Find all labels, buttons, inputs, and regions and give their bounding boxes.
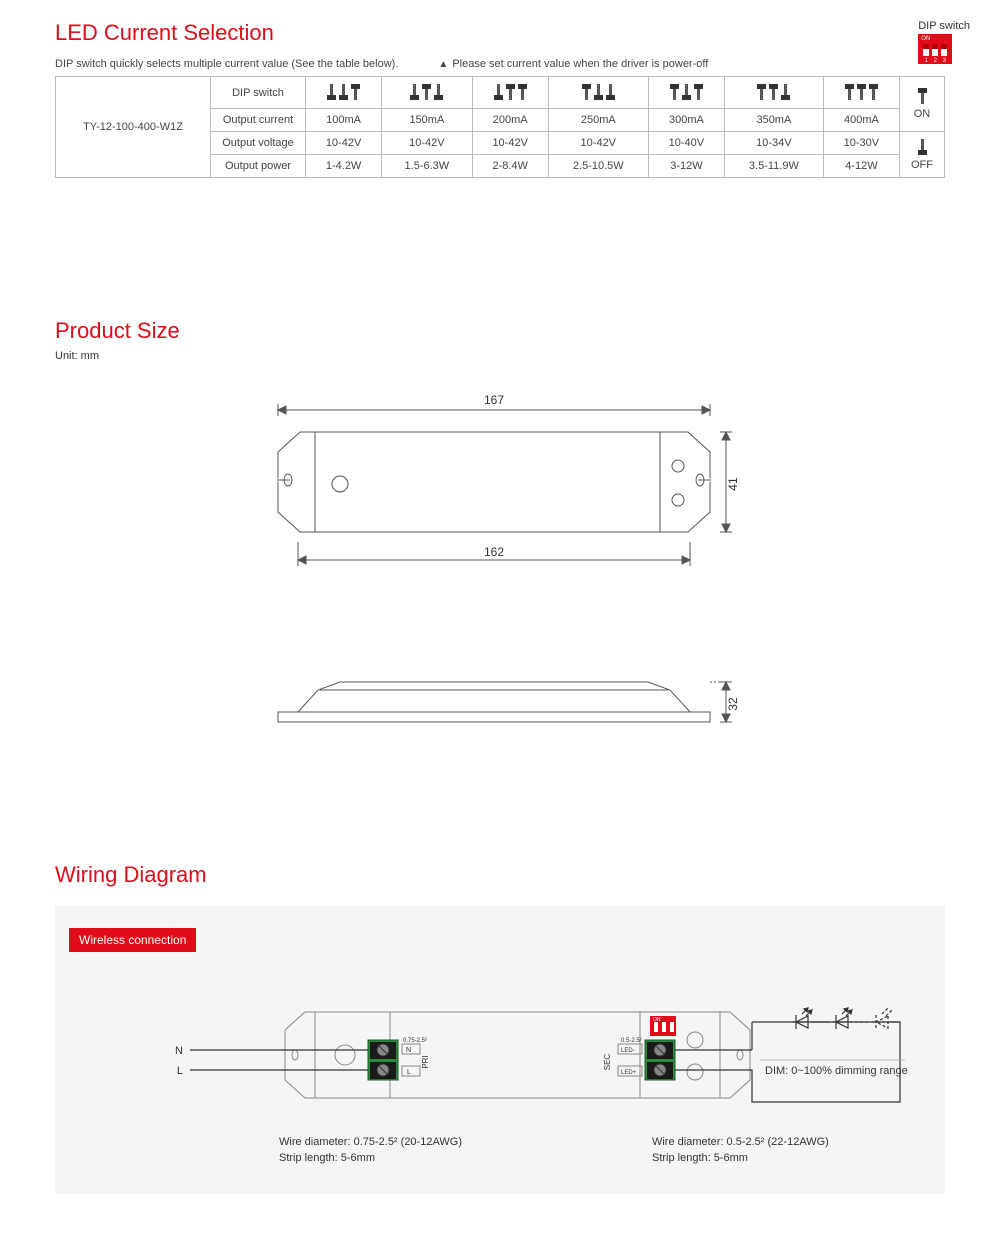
current-cell: 400mA — [823, 109, 899, 132]
dip-cell — [548, 77, 648, 109]
dip-red-box: ON 123 — [918, 34, 952, 64]
pri-strip-length: Strip length: 5-6mm — [279, 1152, 462, 1164]
svg-text:N: N — [175, 1045, 183, 1057]
dip-legend-label: DIP switch — [918, 20, 970, 32]
svg-text:0.5-2.5²: 0.5-2.5² — [621, 1038, 642, 1044]
current-cell: 200mA — [472, 109, 548, 132]
legend-on: ON — [900, 77, 945, 132]
svg-text:DIM: 0~100% dimming range: DIM: 0~100% dimming range — [765, 1065, 908, 1077]
svg-text:N: N — [406, 1047, 411, 1054]
sec-strip-length: Strip length: 5-6mm — [652, 1152, 829, 1164]
sec-wire-diameter: Wire diameter: 0.5-2.5² (22-12AWG) — [652, 1136, 829, 1148]
dip-cell — [648, 77, 724, 109]
model-cell: TY-12-100-400-W1Z — [56, 77, 211, 178]
power-cell: 2-8.4W — [472, 155, 548, 178]
svg-text:SEC: SEC — [603, 1054, 612, 1071]
current-cell: 100mA — [306, 109, 382, 132]
current-cell: 300mA — [648, 109, 724, 132]
dip-cell — [472, 77, 548, 109]
product-size-drawings: 167 162 41 32 — [55, 392, 945, 742]
current-cell: 250mA — [548, 109, 648, 132]
voltage-cell: 10-42V — [306, 132, 382, 155]
row-voltage-label: Output voltage — [211, 132, 306, 155]
top-view-svg: 167 162 41 — [240, 392, 760, 582]
product-size-unit: Unit: mm — [55, 350, 945, 362]
row-dip-label: DIP switch — [211, 77, 306, 109]
dip-table: TY-12-100-400-W1ZDIP switch ON Output curr… — [55, 76, 945, 178]
svg-text:0.75-2.5²: 0.75-2.5² — [403, 1038, 427, 1044]
dip-cell — [724, 77, 823, 109]
dip-cell — [823, 77, 899, 109]
power-cell: 3.5-11.9W — [724, 155, 823, 178]
power-cell: 1-4.2W — [306, 155, 382, 178]
svg-text:L: L — [177, 1065, 183, 1077]
row-current-label: Output current — [211, 109, 306, 132]
svg-text:LED-: LED- — [621, 1048, 635, 1054]
section-wiring-title: Wiring Diagram — [55, 862, 945, 888]
svg-text:ON: ON — [653, 1017, 661, 1023]
wiring-panel: Wireless connection ON — [55, 906, 945, 1194]
dip-warning: Please set current value when the driver… — [438, 58, 708, 70]
wire-notes: Wire diameter: 0.75-2.5² (20-12AWG) Stri… — [279, 1136, 931, 1164]
svg-text:L: L — [407, 1069, 411, 1076]
svg-text:32: 32 — [726, 697, 740, 711]
voltage-cell: 10-42V — [382, 132, 473, 155]
row-power-label: Output power — [211, 155, 306, 178]
section-led-current-title: LED Current Selection — [55, 20, 945, 46]
power-cell: 1.5-6.3W — [382, 155, 473, 178]
power-cell: 4-12W — [823, 155, 899, 178]
current-cell: 150mA — [382, 109, 473, 132]
section-product-size-title: Product Size — [55, 318, 945, 344]
dip-note: DIP switch quickly selects multiple curr… — [55, 58, 398, 70]
svg-text:PRI: PRI — [421, 1055, 430, 1068]
power-cell: 2.5-10.5W — [548, 155, 648, 178]
wireless-tag: Wireless connection — [69, 928, 196, 952]
voltage-cell: 10-42V — [472, 132, 548, 155]
pri-wire-diameter: Wire diameter: 0.75-2.5² (20-12AWG) — [279, 1136, 462, 1148]
voltage-cell: 10-40V — [648, 132, 724, 155]
dip-cell — [382, 77, 473, 109]
power-cell: 3-12W — [648, 155, 724, 178]
svg-text:167: 167 — [484, 393, 504, 407]
voltage-cell: 10-30V — [823, 132, 899, 155]
dip-legend: DIP switch ON 123 — [918, 20, 970, 64]
wiring-svg: ON N L 0.75-2.5² PRI LED- — [90, 992, 910, 1122]
svg-text:162: 162 — [484, 545, 504, 559]
side-view-svg: 32 — [240, 642, 760, 742]
voltage-cell: 10-42V — [548, 132, 648, 155]
dip-cell — [306, 77, 382, 109]
svg-text:41: 41 — [726, 477, 740, 491]
legend-off: OFF — [900, 132, 945, 178]
voltage-cell: 10-34V — [724, 132, 823, 155]
svg-text:LED+: LED+ — [621, 1070, 637, 1076]
current-cell: 350mA — [724, 109, 823, 132]
